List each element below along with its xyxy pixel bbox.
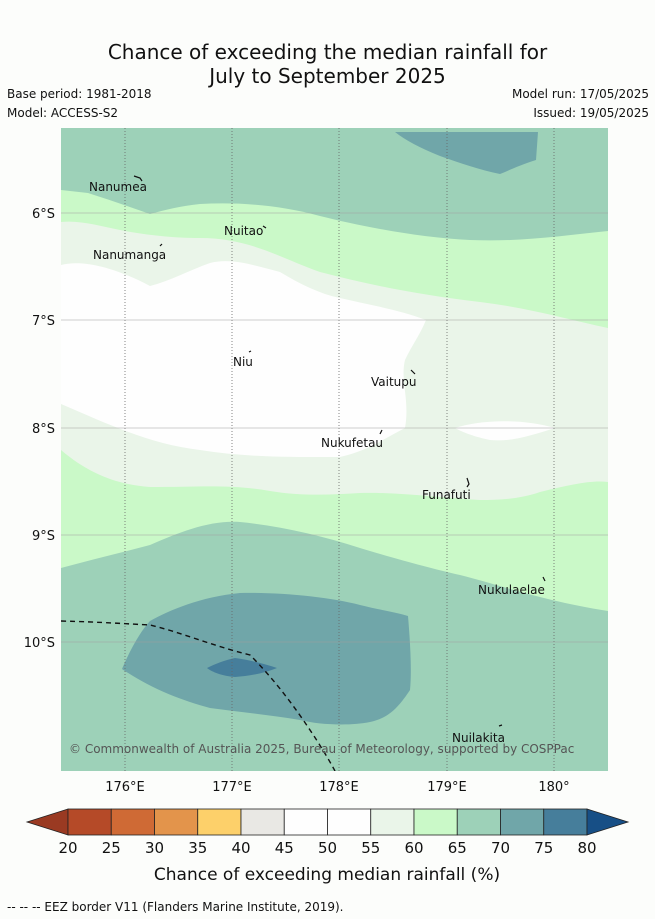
model-name: Model: ACCESS-S2 [7, 106, 119, 120]
colorbar-tick-label: 25 [102, 839, 121, 857]
colorbar-cell [370, 808, 415, 836]
x-tick-label: 179°E [427, 780, 467, 795]
colorbar-tick-label: 20 [58, 839, 77, 857]
contour-map: Nanumea Nuitao Nanumanga Niu Vaitupu Nuk… [61, 128, 608, 771]
colorbar-cell [240, 808, 285, 836]
y-tick-label: 10°S [24, 636, 55, 651]
contour-band-70-75-north [395, 132, 538, 174]
y-tick-label: 7°S [32, 314, 55, 329]
contour-band-75-80 [207, 658, 277, 677]
base-period: Base period: 1981-2018 [7, 87, 152, 101]
colorbar-cells [67, 808, 588, 836]
y-tick-label: 8°S [32, 422, 55, 437]
contour-band-50-55 [61, 261, 426, 458]
colorbar-tick-label: 35 [188, 839, 207, 857]
colorbar-tick-label: 80 [577, 839, 596, 857]
contour-band-50-55-east [455, 421, 555, 441]
colorbar-over-arrow [586, 808, 630, 836]
map-title: Chance of exceeding the median rainfall … [0, 40, 655, 88]
colorbar-label: Chance of exceeding median rainfall (%) [154, 865, 500, 885]
model-run: Model run: 17/05/2025 [511, 87, 649, 101]
island-marks [133, 175, 546, 727]
place-label: Nukulaelae [478, 583, 545, 597]
x-tick-label: 177°E [212, 780, 252, 795]
place-label: Nuitao [224, 224, 263, 238]
x-tick-label: 178°E [319, 780, 359, 795]
place-label: Funafuti [422, 488, 471, 502]
colorbar-tick-label: 75 [534, 839, 553, 857]
place-labels: Nanumea Nuitao Nanumanga Niu Vaitupu Nuk… [89, 180, 545, 745]
colorbar-cell [110, 808, 155, 836]
x-tick-label: 176°E [105, 780, 145, 795]
contour-band-70-75-south [122, 592, 411, 725]
colorbar-cell [197, 808, 242, 836]
x-axis-ticks: 176°E 177°E 178°E 179°E 180° [105, 780, 569, 795]
colorbar-tick-label: 55 [361, 839, 380, 857]
colorbar-tick-label: 45 [275, 839, 294, 857]
colorbar-tick-label: 65 [448, 839, 467, 857]
place-label: Niu [233, 355, 253, 369]
map-figure: Nanumea Nuitao Nanumanga Niu Vaitupu Nuk… [24, 128, 630, 885]
colorbar-under-arrow [25, 808, 69, 836]
colorbar-tick-label: 60 [404, 839, 423, 857]
title-line-2: July to September 2025 [209, 64, 446, 88]
x-tick-label: 180° [538, 780, 569, 795]
y-tick-label: 9°S [32, 529, 55, 544]
title-line-1: Chance of exceeding the median rainfall … [107, 40, 548, 64]
colorbar-cell [500, 808, 545, 836]
colorbar-tick-labels: 20 25 30 35 40 45 50 55 60 65 70 75 80 [58, 839, 596, 857]
colorbar-cell [283, 808, 328, 836]
colorbar-cell [67, 808, 112, 836]
place-label: Nanumea [89, 180, 147, 194]
colorbar-cell [456, 808, 501, 836]
place-label: Nuilakita [452, 731, 505, 745]
y-tick-label: 6°S [32, 207, 55, 222]
latitude-lines [61, 212, 608, 643]
colorbar-cell [154, 808, 199, 836]
colorbar-tick-label: 70 [491, 839, 510, 857]
place-label: Nanumanga [93, 248, 166, 262]
colorbar-tick-label: 50 [318, 839, 337, 857]
colorbar-cell [543, 808, 588, 836]
copyright-notice: © Commonwealth of Australia 2025, Bureau… [69, 742, 574, 756]
place-label: Vaitupu [371, 375, 417, 389]
colorbar-cell [327, 808, 372, 836]
graticule [124, 128, 555, 771]
eez-footnote: -- -- -- EEZ border V11 (Flanders Marine… [7, 900, 344, 914]
issued-date: Issued: 19/05/2025 [533, 106, 649, 120]
colorbar: 20 25 30 35 40 45 50 55 60 65 70 75 80 Chance of exc… [25, 808, 630, 885]
eez-border [61, 620, 336, 771]
colorbar-tick-label: 40 [231, 839, 250, 857]
colorbar-cell [413, 808, 458, 836]
y-axis-ticks: 6°S 7°S 8°S 9°S 10°S [24, 207, 55, 651]
colorbar-tick-label: 30 [145, 839, 164, 857]
place-label: Nukufetau [321, 436, 383, 450]
